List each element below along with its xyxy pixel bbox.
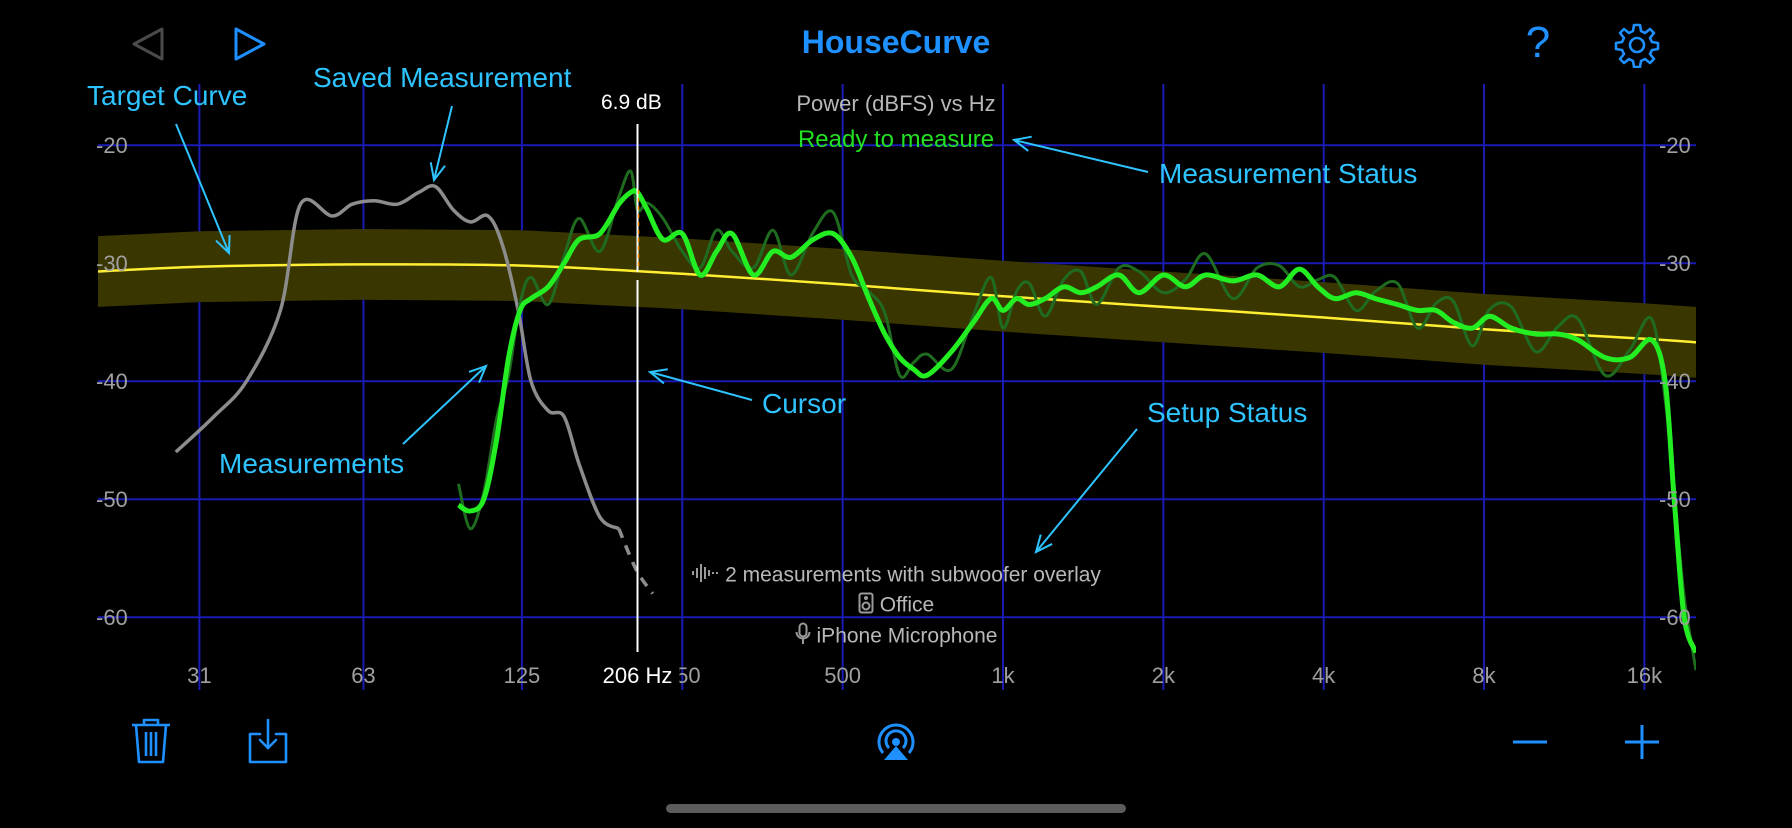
x-tick-label-4k: 4k (1312, 663, 1336, 688)
waveform-icon (691, 562, 719, 590)
cursor-value-label: 6.9 dB (601, 91, 662, 114)
settings-button[interactable] (1612, 20, 1662, 70)
setup-measurements-text: 2 measurements with subwoofer overlay (725, 563, 1101, 587)
home-indicator[interactable] (666, 804, 1126, 813)
annotation-measurements: Measurements (219, 448, 405, 479)
setup-room-text: Office (879, 593, 935, 617)
download-tray-icon (248, 718, 288, 764)
back-button[interactable] (126, 22, 170, 66)
help-icon: ? (1525, 18, 1551, 67)
annotation-setup-status: Setup Status (1147, 397, 1308, 428)
minus-icon (1513, 740, 1547, 744)
y-tick-label-right--60: -60 (1659, 605, 1691, 630)
setup-microphone: iPhone Microphone (0, 622, 1792, 652)
measurement-individual-line (457, 169, 1696, 671)
annotation-arrow-measurement-status (1011, 135, 1149, 173)
annotation-measurement-status: Measurement Status (1159, 158, 1418, 189)
annotation-arrow-saved-measurement (429, 105, 453, 183)
y-tick-label-right--50: -50 (1659, 487, 1691, 512)
y-tick-label-left--20: -20 (96, 133, 128, 158)
setup-room: Office (0, 592, 1792, 620)
y-tick-label-left--30: -30 (96, 251, 128, 276)
y-tick-label-right--20: -20 (1659, 133, 1691, 158)
y-tick-label-left--40: -40 (96, 369, 128, 394)
annotation-saved-measurement: Saved Measurement (313, 62, 572, 93)
annotation-arrow-target-curve (175, 123, 231, 256)
chart-subtitle: Power (dBFS) vs Hz (796, 91, 996, 116)
annotation-arrow-cursor (647, 368, 753, 401)
speaker-icon (858, 592, 874, 620)
airplay-icon (877, 723, 915, 760)
annotation-arrow-setup-status (1034, 428, 1138, 554)
play-button[interactable] (228, 22, 272, 66)
trash-icon (132, 718, 170, 764)
y-tick-label-left--60: -60 (96, 605, 128, 630)
setup-measurements: 2 measurements with subwoofer overlay (0, 562, 1792, 590)
saved-measurement-line (174, 184, 620, 531)
cursor-freq-label-bg (595, 660, 680, 690)
x-tick-label-1k: 1k (991, 663, 1015, 688)
zoom-in-button[interactable] (1620, 720, 1664, 764)
setup-microphone-text: iPhone Microphone (816, 624, 998, 648)
measurement-line (457, 188, 1696, 654)
gear-icon (1614, 23, 1660, 68)
x-tick-label-2k: 2k (1152, 663, 1176, 688)
annotation-arrow-measurements (402, 364, 488, 445)
y-tick-label-right--30: -30 (1659, 251, 1691, 276)
annotation-cursor: Cursor (762, 388, 847, 419)
microphone-icon (795, 622, 811, 652)
zoom-out-button[interactable] (1508, 720, 1552, 764)
export-button[interactable] (243, 714, 293, 768)
delete-button[interactable] (126, 714, 176, 768)
x-tick-label-31: 31 (187, 663, 211, 688)
x-tick-label-125: 125 (504, 663, 541, 688)
annotation-target-curve: Target Curve (87, 80, 248, 111)
y-tick-label-left--50: -50 (96, 487, 128, 512)
airplay-button[interactable] (871, 717, 921, 767)
x-tick-label-63: 63 (351, 663, 375, 688)
x-tick-label-16k: 16k (1627, 663, 1663, 688)
measurement-status: Ready to measure (797, 126, 995, 153)
x-tick-label-8k: 8k (1472, 663, 1496, 688)
app-title: HouseCurve (801, 24, 991, 60)
x-tick-label-500: 500 (824, 663, 861, 688)
triangle-right-icon (234, 27, 266, 61)
triangle-left-icon (132, 27, 164, 61)
plus-icon (1625, 725, 1659, 759)
saved-measurement-tail (617, 528, 655, 595)
y-tick-label-right--40: -40 (1659, 369, 1691, 394)
cursor-freq-label: 206 Hz (603, 663, 673, 688)
help-button[interactable]: ? (1516, 18, 1560, 68)
